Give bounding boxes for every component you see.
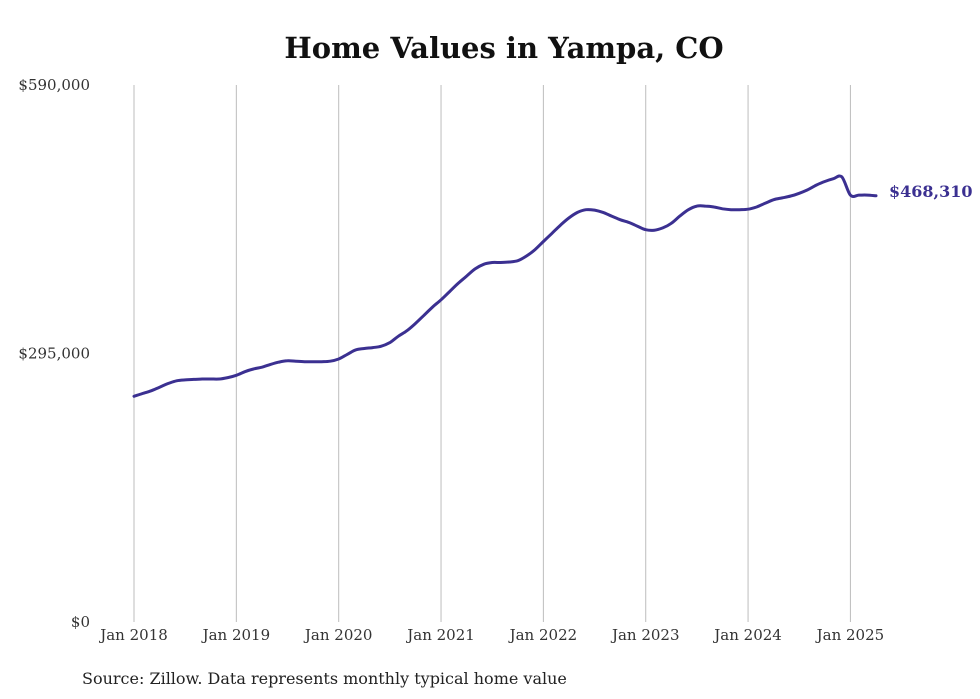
end-value-label: $468,310: [889, 182, 973, 201]
x-tick-label: Jan 2021: [405, 626, 475, 644]
x-tick-label: Jan 2022: [508, 626, 578, 644]
x-tick-label: Jan 2025: [815, 626, 885, 644]
x-tick-label: Jan 2024: [712, 626, 782, 644]
grid: [133, 85, 851, 622]
source-note: Source: Zillow. Data represents monthly …: [82, 669, 567, 688]
chart-title: Home Values in Yampa, CO: [284, 31, 723, 65]
y-tick-label: $0: [71, 613, 90, 631]
y-axis: $0 $295,000 $590,000: [18, 76, 90, 631]
y-tick-label: $295,000: [18, 345, 90, 363]
x-tick-label: Jan 2019: [201, 626, 271, 644]
home-value-line: [132, 174, 878, 398]
y-tick-label: $590,000: [18, 76, 90, 94]
x-tick-label: Jan 2018: [98, 626, 168, 644]
x-axis: Jan 2018 Jan 2019 Jan 2020 Jan 2021 Jan 2022…: [98, 626, 884, 644]
x-tick-label: Jan 2020: [303, 626, 373, 644]
x-tick-label: Jan 2023: [610, 626, 680, 644]
